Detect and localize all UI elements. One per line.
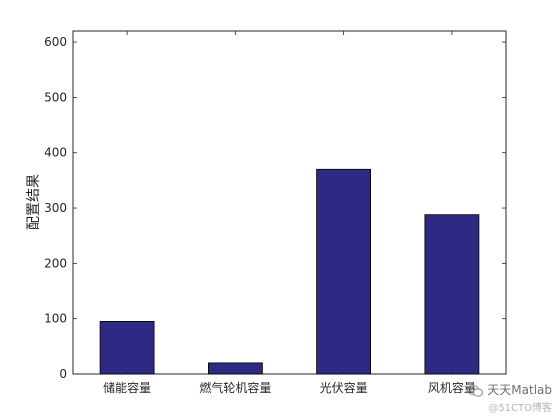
y-axis-label: 配置结果 — [26, 174, 42, 230]
bar-2 — [316, 168, 372, 375]
y-tick-label: 100 — [44, 312, 67, 326]
y-tick-label: 500 — [44, 90, 67, 104]
y-tick-label: 600 — [44, 35, 67, 49]
x-tick-label: 光伏容量 — [320, 380, 368, 395]
x-tick-label: 燃气轮机容量 — [199, 380, 271, 395]
bars-layer — [99, 168, 480, 375]
y-tick-label: 300 — [44, 201, 67, 215]
x-axis: 储能容量 燃气轮机容量 光伏容量 风机容量 — [103, 31, 476, 395]
y-axis: 0 100 200 300 400 500 600 — [44, 35, 506, 381]
y-tick-label: 200 — [44, 256, 67, 270]
x-tick-label: 风机容量 — [428, 380, 476, 395]
y-tick-label: 400 — [44, 146, 67, 160]
bar-0 — [99, 320, 155, 375]
y-tick-label: 0 — [59, 367, 67, 381]
x-tick-label: 储能容量 — [103, 380, 151, 395]
bar-3 — [424, 214, 480, 375]
